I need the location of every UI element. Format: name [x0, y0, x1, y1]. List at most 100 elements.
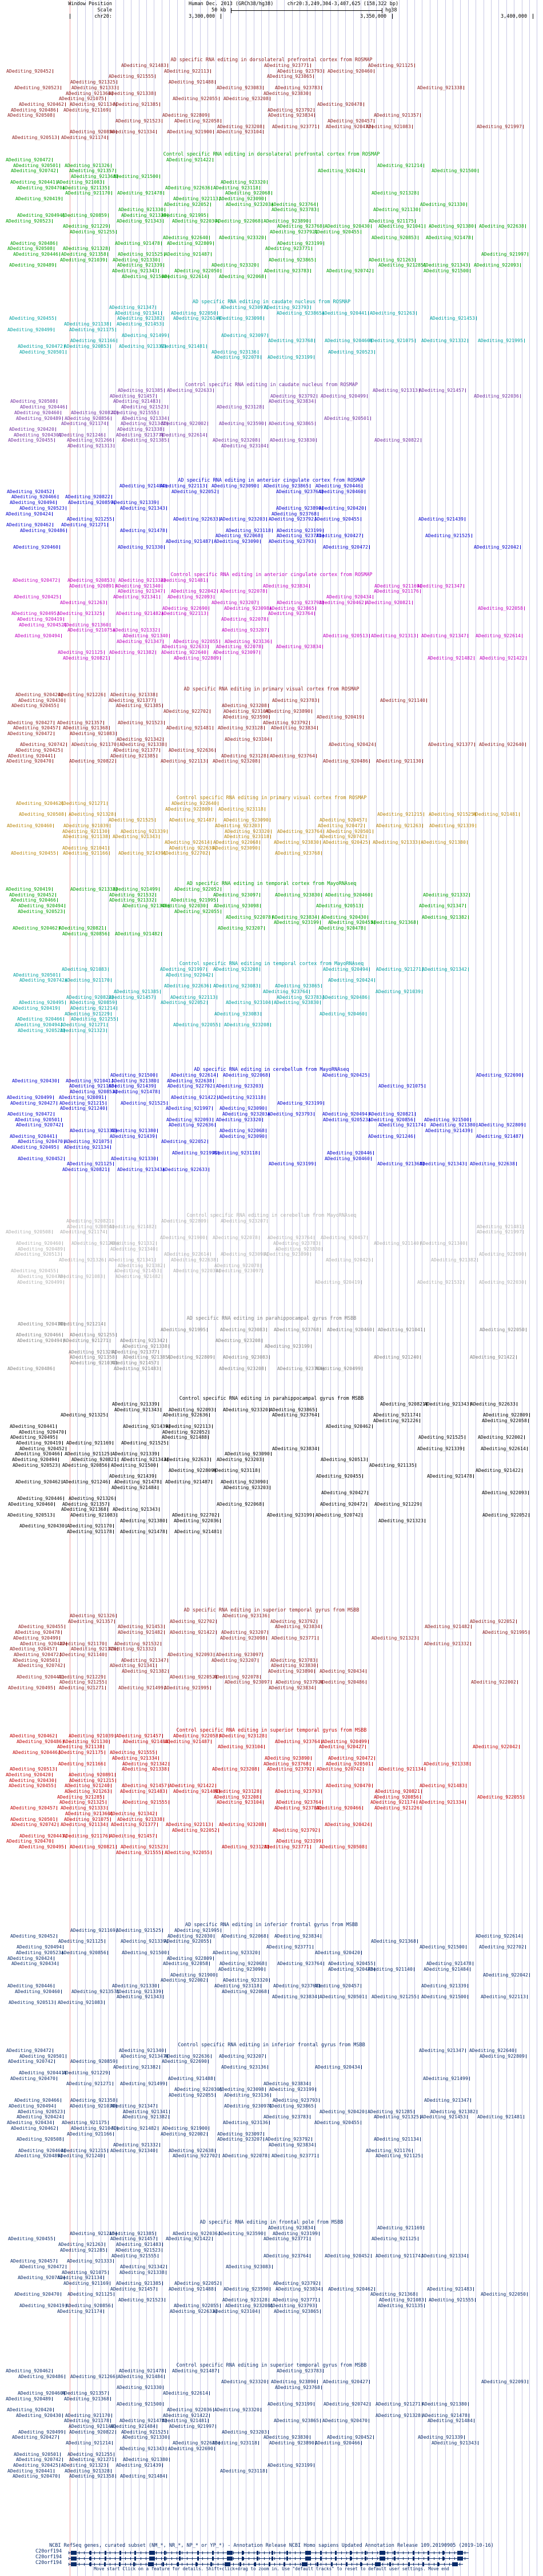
editing-site-feature[interactable]: ADediting_921555 [111, 2253, 158, 2259]
feature-tick[interactable] [211, 185, 212, 190]
editing-site-feature[interactable]: ADediting_921170 [59, 1641, 106, 1647]
editing-site-feature[interactable]: ADediting_921075 [64, 1816, 111, 1823]
gene-exon-block[interactable] [195, 2562, 198, 2566]
editing-site-feature[interactable]: ADediting_921130 [376, 759, 423, 764]
feature-tick[interactable] [155, 394, 157, 398]
editing-site-feature[interactable]: ADediting_923764 [277, 828, 324, 835]
editing-site-feature[interactable]: ADediting_923793 [264, 304, 311, 311]
gene-exon-block[interactable] [178, 2551, 181, 2555]
feature-tick[interactable] [218, 1513, 219, 1517]
editing-site-feature[interactable]: ADediting_920425 [15, 747, 62, 753]
feature-tick[interactable] [117, 410, 118, 415]
editing-site-feature[interactable]: ADediting_921385 [123, 1355, 170, 1360]
editing-site-feature[interactable]: ADediting_920494 [323, 966, 370, 973]
feature-tick[interactable] [159, 595, 160, 600]
feature-tick[interactable] [420, 113, 421, 118]
editing-site-feature[interactable]: ADediting_921358 [70, 1355, 117, 1360]
feature-tick[interactable] [63, 617, 64, 621]
editing-site-feature[interactable]: ADediting_921995 [478, 338, 525, 344]
feature-tick[interactable] [114, 501, 115, 505]
editing-site-feature[interactable]: ADediting_920486 [20, 527, 67, 534]
feature-tick[interactable] [58, 1458, 59, 1462]
editing-site-feature[interactable]: ADediting_923097 [213, 649, 260, 656]
feature-tick[interactable] [267, 628, 269, 633]
feature-tick[interactable] [265, 2054, 266, 2058]
feature-tick[interactable] [314, 612, 315, 616]
editing-site-feature[interactable]: ADediting_920455 [328, 1961, 375, 1967]
editing-site-feature[interactable]: ADediting_923834 [276, 644, 323, 650]
feature-tick[interactable] [107, 2148, 108, 2153]
editing-site-feature[interactable]: ADediting_921900 [167, 129, 214, 135]
editing-site-feature[interactable]: ADediting_922702 [167, 1083, 214, 1089]
editing-site-feature[interactable]: ADediting_920472 [6, 157, 53, 163]
feature-tick[interactable] [211, 539, 213, 543]
editing-site-feature[interactable]: ADediting_920501 [326, 1761, 373, 1767]
editing-site-feature[interactable]: ADediting_921484 [110, 2423, 157, 2430]
editing-site-feature[interactable]: ADediting_922093 [481, 2379, 528, 2385]
editing-site-feature[interactable]: ADediting_920466 [16, 1332, 63, 1338]
editing-site-feature[interactable]: ADediting_922078 [226, 914, 273, 920]
editing-site-feature[interactable]: ADediting_920452 [19, 1446, 66, 1452]
editing-site-feature[interactable]: ADediting_921525 [121, 1440, 168, 1446]
editing-site-feature[interactable]: ADediting_921995 [482, 1629, 529, 1636]
editing-site-feature[interactable]: ADediting_921525 [116, 1927, 163, 1934]
feature-tick[interactable] [412, 2148, 413, 2153]
editing-site-feature[interactable]: ADediting_922068 [217, 1501, 263, 1507]
editing-site-feature[interactable]: ADediting_922055 [477, 1794, 524, 1800]
editing-site-feature[interactable]: ADediting_923764 [276, 1800, 323, 1805]
editing-site-feature[interactable]: ADediting_921255 [67, 2451, 114, 2458]
editing-site-feature[interactable]: ADediting_921328 [63, 246, 110, 252]
editing-site-feature[interactable]: ADediting_922809 [167, 1955, 214, 1962]
feature-tick[interactable] [110, 1145, 111, 1150]
editing-site-feature[interactable]: ADediting_923090 [219, 1106, 266, 1112]
feature-tick[interactable] [115, 1333, 117, 1337]
feature-tick[interactable] [163, 1630, 165, 1635]
editing-site-feature[interactable]: ADediting_921170 [65, 190, 112, 196]
editing-site-feature[interactable]: ADediting_923203 [220, 517, 267, 522]
feature-tick[interactable] [524, 339, 525, 343]
editing-site-feature[interactable]: ADediting_922055 [174, 908, 221, 915]
editing-site-feature[interactable]: ADediting_922633 [470, 1401, 517, 1407]
editing-site-feature[interactable]: ADediting_921555 [111, 410, 158, 416]
feature-tick[interactable] [210, 1252, 211, 1257]
editing-site-feature[interactable]: ADediting_921169 [70, 1927, 117, 1934]
editing-site-feature[interactable]: ADediting_923834 [269, 1685, 316, 1691]
gene-exon-block[interactable] [242, 2551, 244, 2555]
editing-site-feature[interactable]: ADediting_921368 [377, 1161, 424, 1167]
feature-tick[interactable] [51, 1772, 53, 1777]
feature-tick[interactable] [113, 1524, 114, 1529]
editing-site-feature[interactable]: ADediting_923090 [211, 483, 258, 489]
feature-tick[interactable] [65, 622, 66, 627]
editing-site-feature[interactable]: ADediting_921176 [63, 1833, 110, 1839]
feature-tick[interactable] [113, 1224, 114, 1229]
editing-site-feature[interactable]: ADediting_921422 [171, 1094, 218, 1101]
feature-tick[interactable] [209, 851, 210, 856]
feature-tick[interactable] [529, 1413, 530, 1418]
editing-site-feature[interactable]: ADediting_921487 [166, 538, 213, 545]
editing-site-feature[interactable]: ADediting_922614 [171, 1072, 218, 1078]
feature-tick[interactable] [163, 1167, 164, 1172]
editing-site-feature[interactable]: ADediting_922809 [169, 1468, 215, 1474]
editing-site-feature[interactable]: ADediting_923783 [277, 2368, 324, 2374]
editing-site-feature[interactable]: ADediting_922638 [470, 1161, 517, 1167]
editing-site-feature[interactable]: ADediting_921333 [61, 1805, 107, 1811]
editing-site-feature[interactable]: ADediting_922050 [171, 310, 218, 316]
editing-site-feature[interactable]: ADediting_922078 [216, 644, 263, 650]
editing-site-feature[interactable]: ADediting_923865 [269, 257, 316, 263]
editing-site-feature[interactable]: ADediting_920466 [14, 2098, 61, 2103]
editing-site-feature[interactable]: ADediting_921140 [59, 1652, 106, 1658]
editing-site-feature[interactable]: ADediting_923104 [217, 129, 263, 135]
gene-exon-block[interactable] [242, 2557, 244, 2561]
editing-site-feature[interactable]: ADediting_922702 [163, 851, 210, 856]
feature-tick[interactable] [169, 1424, 170, 1428]
editing-site-feature[interactable]: ADediting_922638 [169, 845, 216, 851]
feature-tick[interactable] [372, 1424, 373, 1428]
editing-site-feature[interactable]: ADediting_922633 [167, 387, 214, 394]
editing-site-feature[interactable]: ADediting_923793 [273, 2098, 320, 2103]
feature-tick[interactable] [217, 1095, 218, 1100]
editing-site-feature[interactable]: ADediting_923199 [277, 240, 324, 247]
feature-tick[interactable] [115, 2104, 117, 2108]
feature-tick[interactable] [51, 219, 53, 223]
editing-site-feature[interactable]: ADediting_920499 [321, 393, 368, 399]
feature-tick[interactable] [163, 191, 164, 196]
